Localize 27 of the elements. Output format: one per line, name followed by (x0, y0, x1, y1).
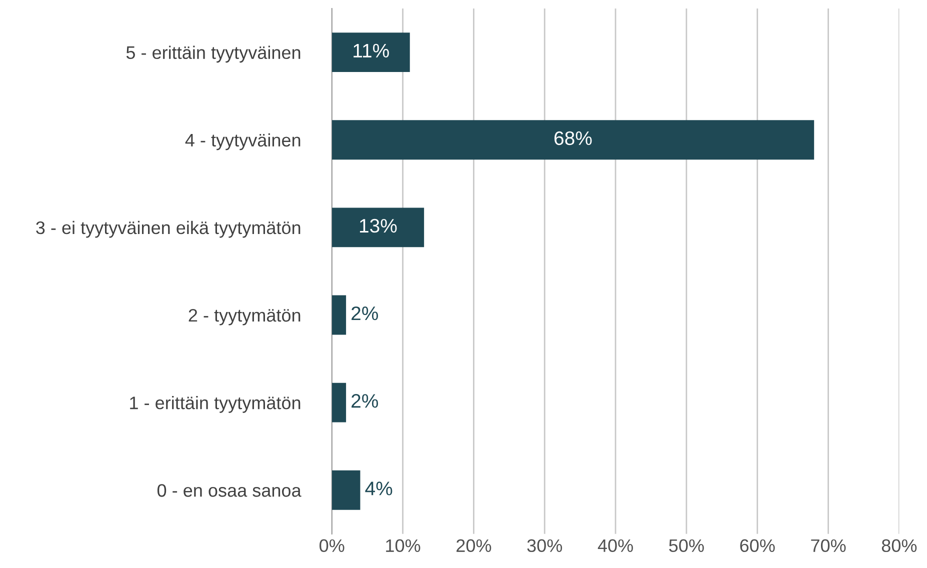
bar (332, 470, 360, 510)
bar (332, 32, 410, 72)
x-tick-label: 70% (811, 539, 846, 552)
data-label: 13% (360, 218, 397, 233)
y-tick-label: 5 - erittäin tyytyväinen (126, 46, 300, 63)
bar (332, 208, 424, 248)
x-tick-label: 0% (320, 539, 344, 552)
y-tick-label: 3 - ei tyytyväinen eikä tyytymätön (36, 220, 300, 238)
x-tick-label: 10% (386, 539, 420, 552)
x-tick-label: 50% (669, 539, 704, 552)
x-tick-label: 20% (456, 539, 492, 552)
x-tick-label: 40% (598, 539, 633, 552)
x-tick-label: 30% (527, 539, 562, 552)
x-tick-label: 60% (740, 539, 775, 552)
data-label: 68% (554, 131, 592, 146)
y-tick-label: 4 - tyytyväinen (185, 133, 300, 150)
data-label: 11% (354, 44, 389, 58)
x-tick-label: 80% (882, 539, 917, 552)
bar (332, 120, 814, 160)
data-label: 4% (365, 482, 392, 496)
bar (332, 382, 346, 422)
data-label: 2% (352, 306, 378, 320)
y-tick-label: 2 - tyytymätön (188, 308, 300, 326)
data-label: 2% (352, 394, 378, 408)
y-tick-label: 0 - en osaa sanoa (157, 484, 302, 497)
y-tick-label: 1 - erittäin tyytymätön (130, 396, 300, 413)
bar (332, 295, 346, 335)
